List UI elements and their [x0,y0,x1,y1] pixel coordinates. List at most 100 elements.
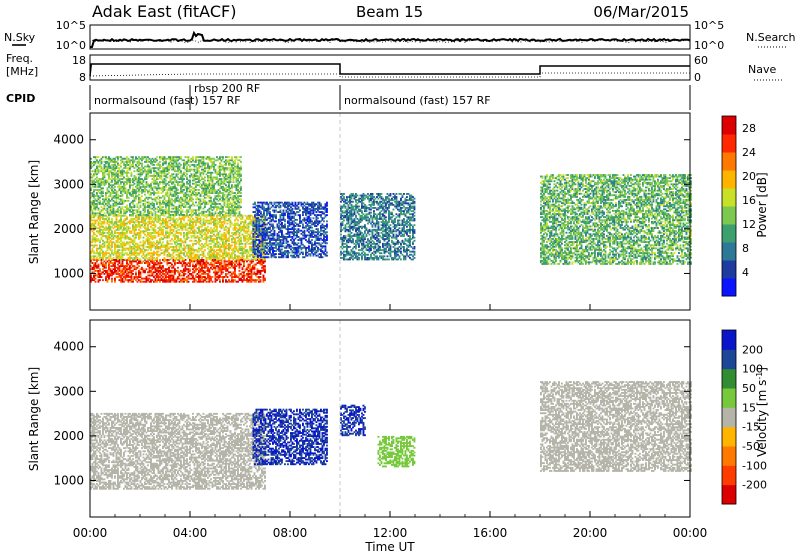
echo-cell [180,238,182,240]
echo-cell [179,216,181,218]
echo-cell [110,255,112,257]
echo-cell [201,265,203,267]
echo-cell [114,281,116,283]
echo-cell [144,270,146,272]
echo-cell [122,278,124,280]
echo-cell [180,232,182,234]
echo-cell [176,281,178,283]
echo-cell [240,264,242,266]
echo-cell [98,281,100,283]
echo-cell [111,275,113,277]
echo-cell [132,273,134,275]
echo-cell [173,248,175,250]
echo-cell [263,281,265,283]
echo-cell [170,281,172,283]
echo-cell [170,255,172,257]
echo-cell [150,248,152,250]
echo-cell [140,237,142,239]
noise-left-tick-high: 10^5 [56,19,86,32]
echo-cell [152,216,154,218]
echo-cell [234,267,236,269]
echo-cell [99,241,101,243]
echo-cell [114,262,116,264]
echo-cell [264,270,266,272]
echo-cell [150,281,152,283]
echo-cell [140,234,142,236]
echo-cell [155,237,157,239]
echo-cell [105,267,107,269]
echo-cell [99,240,101,242]
echo-cell [179,273,181,275]
echo-cell [251,281,253,283]
echo-cell [153,265,155,267]
echo-cell [167,245,169,247]
echo-cell [98,238,100,240]
echo-cell [254,271,256,273]
echo-cell [179,248,181,250]
echo-cell [140,241,142,243]
echo-cell [125,215,127,217]
echo-cell [227,265,229,267]
echo-cell [209,270,211,272]
echo-cell [230,271,232,273]
echo-cell [96,249,98,251]
echo-cell [173,252,175,254]
echo-cell [260,279,262,281]
echo-cell [140,273,142,275]
echo-cell [159,248,161,250]
echo-cell [111,232,113,234]
echo-cell [191,273,193,275]
echo-cell [189,262,191,264]
echo-cell [167,273,169,275]
echo-cell [137,281,139,283]
echo-cell [188,275,190,277]
echo-cell [147,226,149,228]
echo-cell [107,281,109,283]
echo-cell [95,262,97,264]
echo-cell [176,257,178,259]
echo-cell [230,267,232,269]
echo-cell [140,252,142,254]
echo-cell [135,271,137,273]
echo-cell [104,261,106,263]
echo-cell [98,265,100,267]
echo-cell [107,240,109,242]
freq-tick-high: 18 [72,54,86,67]
echo-cell [263,262,265,264]
echo-cell [170,216,172,218]
echo-cell [209,281,211,283]
echo-cell [104,245,106,247]
echo-cell [113,224,115,226]
echo-cell [101,273,103,275]
echo-cell [171,232,173,234]
echo-cell [155,224,157,226]
echo-cell [161,249,163,251]
beam-title: Beam 15 [356,3,423,21]
echo-cell [153,251,155,253]
echo-cell [243,262,245,264]
echo-cell [161,224,163,226]
echo-cell [242,281,244,283]
echo-cell [140,261,142,263]
echo-cell [125,249,127,251]
echo-cell [134,232,136,234]
echo-cell [146,268,148,270]
echo-cell [159,259,161,261]
echo-cell [263,275,265,277]
echo-cell [203,281,205,283]
echo-cell [257,273,259,275]
echo-cell [189,270,191,272]
echo-cell [104,255,106,257]
echo-cell [222,278,224,280]
echo-cell [156,273,158,275]
echo-cell [105,215,107,217]
echo-cell [219,279,221,281]
echo-cell [194,281,196,283]
echo-cell [129,265,131,267]
echo-cell [222,271,224,273]
echo-cell [162,232,164,234]
echo-cell [245,270,247,272]
echo-cell [174,268,176,270]
cpid-entry-rbsp: rbsp 200 RF [194,82,260,95]
echo-cell [189,265,191,267]
